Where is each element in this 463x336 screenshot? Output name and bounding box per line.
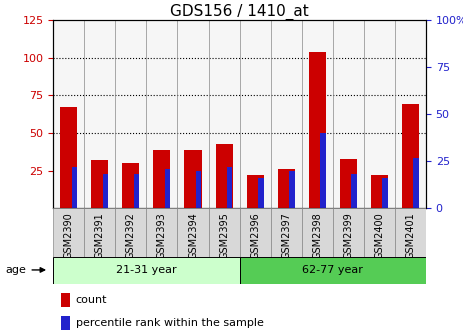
- Text: percentile rank within the sample: percentile rank within the sample: [75, 318, 263, 328]
- Bar: [320, 133, 325, 208]
- Bar: [165, 169, 170, 208]
- Bar: [146, 20, 177, 208]
- Bar: [122, 163, 139, 208]
- Text: GSM2398: GSM2398: [312, 212, 322, 259]
- Bar: [53, 20, 84, 208]
- Bar: [184, 150, 201, 208]
- Bar: [84, 208, 115, 257]
- Text: 21-31 year: 21-31 year: [116, 265, 177, 276]
- Bar: [240, 257, 426, 284]
- Text: GSM2394: GSM2394: [188, 212, 198, 259]
- Bar: [103, 174, 108, 208]
- Title: GDS156 / 1410_at: GDS156 / 1410_at: [170, 4, 309, 20]
- Text: GSM2397: GSM2397: [281, 212, 291, 259]
- Bar: [61, 293, 70, 307]
- Bar: [53, 208, 84, 257]
- Bar: [340, 159, 357, 208]
- Text: count: count: [75, 295, 107, 305]
- Bar: [371, 175, 388, 208]
- Bar: [146, 208, 177, 257]
- Bar: [278, 169, 295, 208]
- Bar: [247, 175, 263, 208]
- Bar: [302, 20, 333, 208]
- Text: 62-77 year: 62-77 year: [302, 265, 363, 276]
- Bar: [72, 167, 77, 208]
- Bar: [240, 20, 271, 208]
- Bar: [61, 316, 70, 330]
- Bar: [289, 171, 294, 208]
- Bar: [115, 20, 146, 208]
- Bar: [333, 20, 364, 208]
- Bar: [271, 208, 302, 257]
- Text: GSM2395: GSM2395: [219, 212, 229, 259]
- Bar: [91, 160, 108, 208]
- Text: GSM2393: GSM2393: [157, 212, 167, 259]
- Bar: [208, 208, 240, 257]
- Bar: [177, 208, 208, 257]
- Bar: [364, 208, 395, 257]
- Bar: [413, 158, 419, 208]
- Bar: [134, 174, 139, 208]
- Bar: [333, 208, 364, 257]
- Bar: [84, 20, 115, 208]
- Bar: [196, 171, 201, 208]
- Bar: [216, 143, 232, 208]
- Bar: [208, 20, 240, 208]
- Bar: [53, 257, 240, 284]
- Bar: [395, 208, 426, 257]
- Bar: [395, 20, 426, 208]
- Text: GSM2396: GSM2396: [250, 212, 260, 259]
- Bar: [177, 20, 208, 208]
- Bar: [302, 208, 333, 257]
- Text: age: age: [6, 265, 26, 275]
- Bar: [364, 20, 395, 208]
- Bar: [60, 108, 77, 208]
- Text: GSM2392: GSM2392: [126, 212, 136, 259]
- Text: GSM2401: GSM2401: [406, 212, 415, 259]
- Bar: [382, 178, 388, 208]
- Bar: [258, 178, 263, 208]
- Bar: [351, 174, 357, 208]
- Text: GSM2390: GSM2390: [64, 212, 74, 259]
- Bar: [153, 150, 170, 208]
- Bar: [271, 20, 302, 208]
- Text: GSM2400: GSM2400: [375, 212, 384, 259]
- Bar: [115, 208, 146, 257]
- Text: GSM2391: GSM2391: [95, 212, 105, 259]
- Bar: [402, 104, 419, 208]
- Bar: [227, 167, 232, 208]
- Bar: [240, 208, 271, 257]
- Text: GSM2399: GSM2399: [343, 212, 353, 259]
- Bar: [309, 52, 326, 208]
